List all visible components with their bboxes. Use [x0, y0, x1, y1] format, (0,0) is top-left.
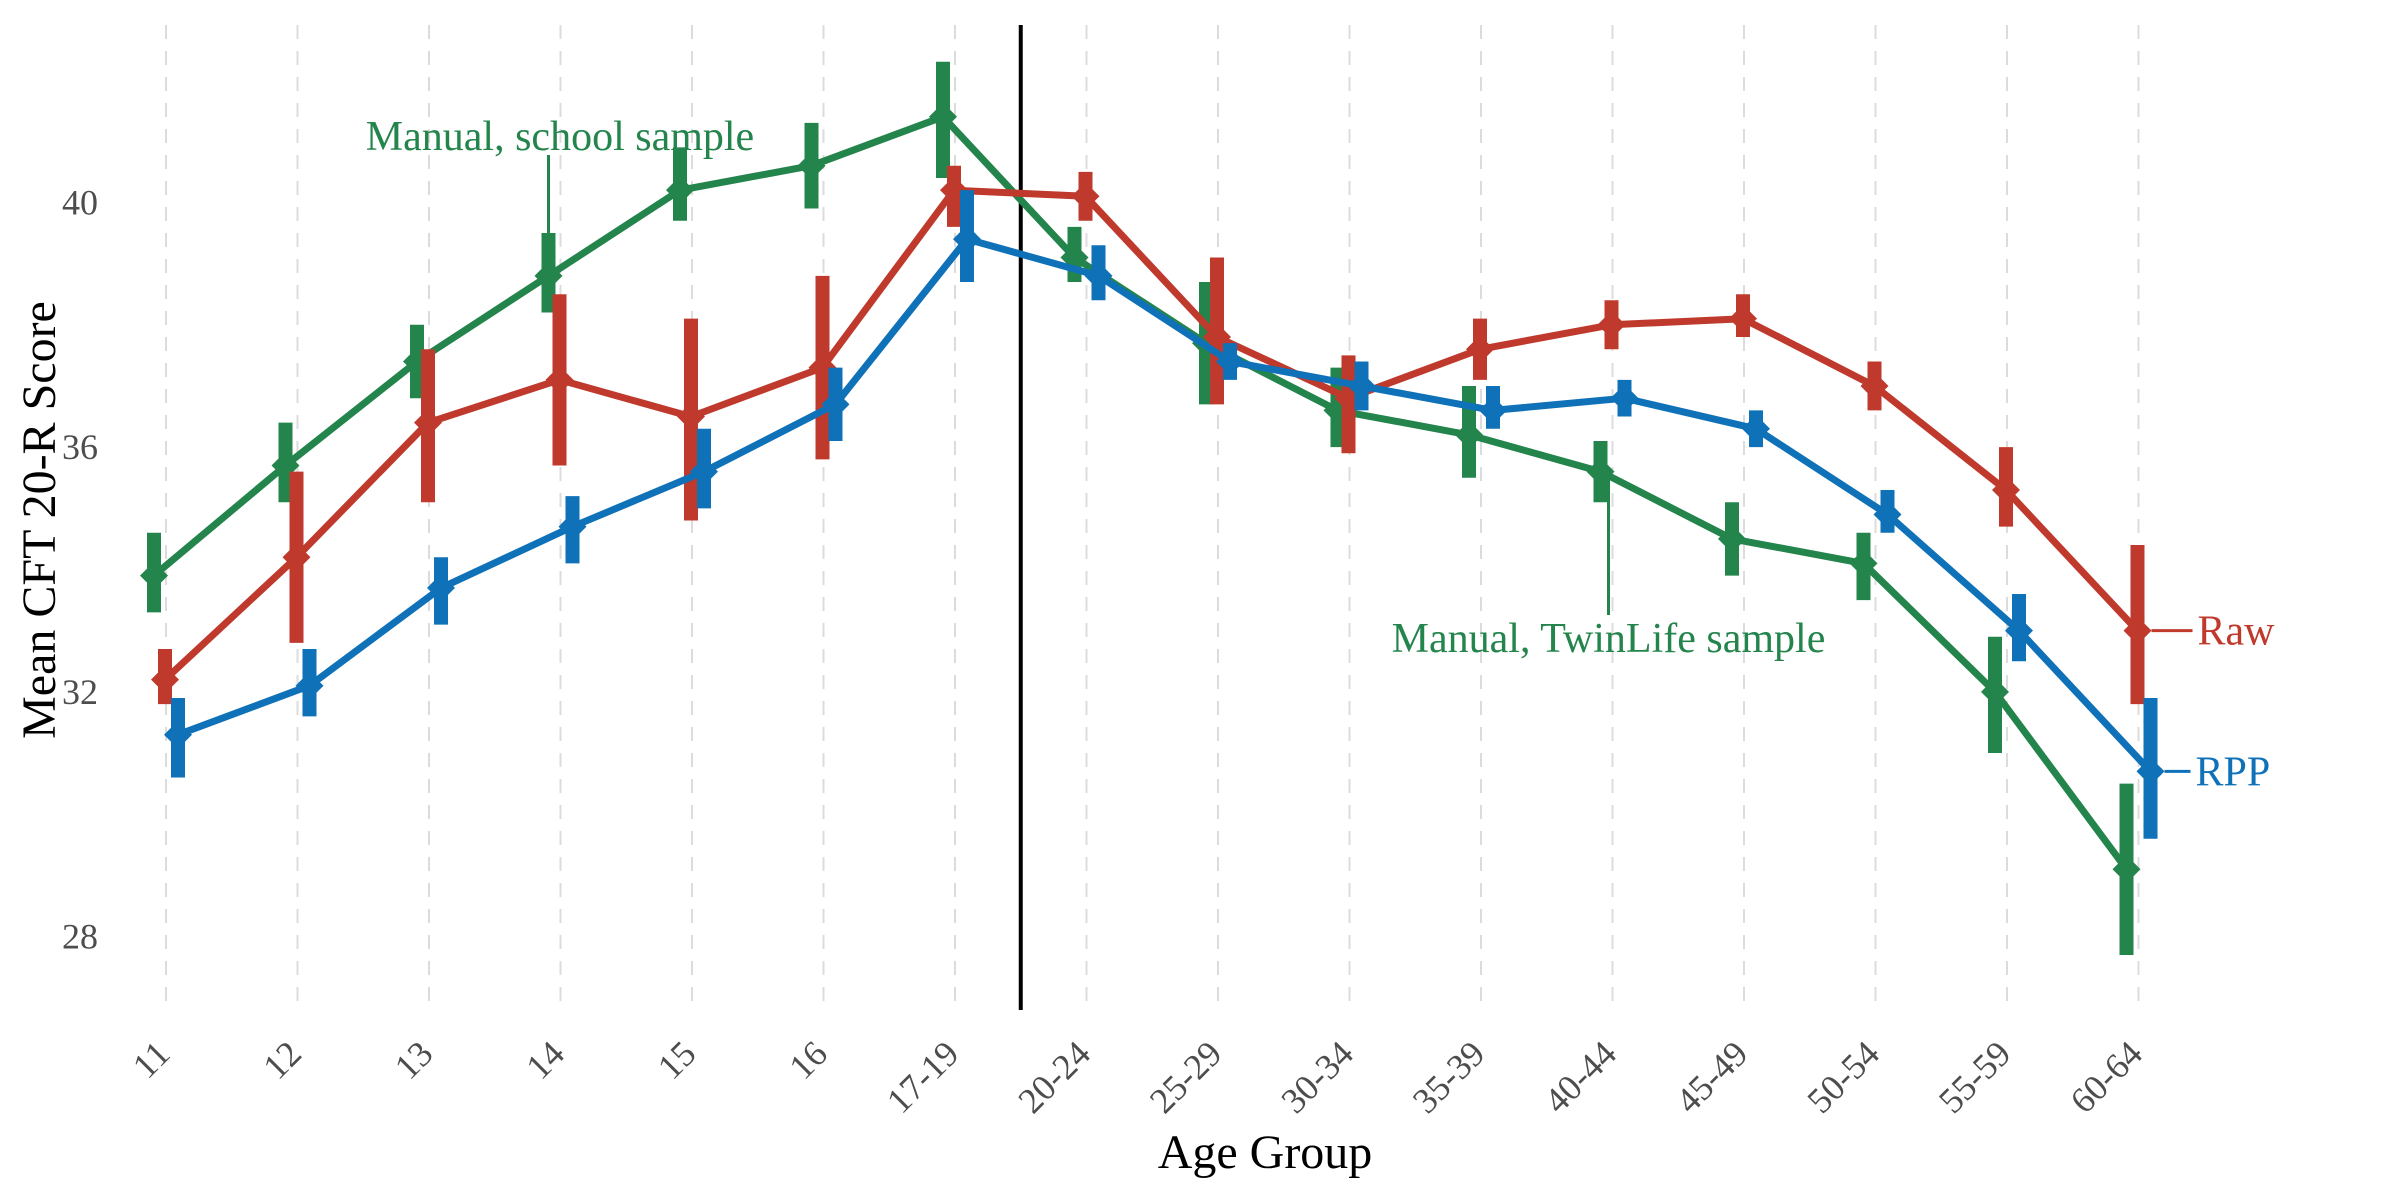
data-point	[1466, 335, 1494, 364]
x-tick-label: 25-29	[1142, 1033, 1230, 1121]
y-axis-title: Mean CFT 20-R Score	[13, 301, 66, 739]
data-point	[1347, 371, 1376, 400]
data-point	[2112, 855, 2141, 884]
data-point	[164, 720, 192, 749]
series-layer	[140, 61, 2165, 955]
data-point	[2123, 616, 2152, 645]
data-point	[558, 512, 587, 541]
x-tick-label: 60-64	[2062, 1033, 2150, 1121]
x-tick-label: 13	[387, 1033, 441, 1087]
data-point	[282, 543, 311, 572]
annotation-school-sample: Manual, school sample	[366, 114, 754, 160]
data-point	[1849, 549, 1878, 578]
data-point	[2005, 616, 2033, 645]
data-point	[1981, 677, 2009, 706]
series-label-rpp: RPP	[2196, 749, 2271, 795]
y-tick-label: 28	[62, 917, 98, 957]
data-point	[666, 176, 694, 205]
x-tick-label: 17-19	[879, 1033, 967, 1121]
data-point	[677, 402, 705, 431]
data-point	[1597, 310, 1626, 339]
data-point	[1860, 371, 1889, 400]
y-tick-label: 40	[62, 182, 98, 222]
data-point	[1479, 396, 1507, 425]
data-point	[1071, 182, 1100, 211]
y-tick-label: 36	[62, 427, 98, 467]
x-tick-label: 45-49	[1668, 1033, 1756, 1121]
x-ticks: 11 12 13 14 15 16 17-19 20-24 25-29 30-34 35-39 40-…	[125, 1033, 2150, 1121]
x-tick-label: 14	[518, 1033, 572, 1087]
x-tick-label: 55-59	[1931, 1033, 2019, 1121]
series-label-raw: Raw	[2198, 609, 2276, 655]
data-point	[1455, 420, 1483, 449]
annotations: Manual, school sample Manual, TwinLife s…	[366, 114, 2275, 795]
x-axis-title: Age Group	[1158, 1126, 1373, 1179]
data-point	[414, 408, 442, 437]
data-point	[1586, 457, 1615, 486]
annotation-twinlife-sample: Manual, TwinLife sample	[1392, 616, 1826, 662]
data-point	[1729, 304, 1757, 333]
data-point	[151, 665, 179, 694]
data-point	[295, 671, 324, 700]
x-tick-label: 11	[125, 1033, 178, 1086]
data-point	[1742, 414, 1770, 443]
data-point	[427, 573, 455, 602]
x-tick-label: 16	[781, 1033, 835, 1087]
data-point	[1610, 384, 1639, 413]
x-tick-label: 50-54	[1799, 1033, 1887, 1121]
data-point	[690, 457, 718, 486]
data-point	[1992, 475, 2020, 504]
data-point	[2136, 757, 2165, 786]
x-tick-label: 40-44	[1536, 1033, 1624, 1121]
series-raw-line	[161, 186, 2141, 684]
data-point	[1216, 347, 1244, 376]
x-tick-label: 12	[255, 1033, 309, 1087]
y-ticks: 28 32 36 40	[62, 182, 98, 956]
series-raw	[151, 165, 2152, 705]
series-manual-connector	[939, 113, 1078, 261]
data-point	[1084, 261, 1113, 290]
y-tick-label: 32	[62, 672, 98, 712]
data-point	[1873, 500, 1902, 529]
data-point	[953, 225, 981, 254]
x-tick-label: 15	[650, 1033, 704, 1087]
data-point	[140, 561, 168, 590]
x-tick-label: 30-34	[1273, 1033, 1361, 1121]
series-rpp-line	[174, 235, 2154, 775]
x-tick-label: 35-39	[1405, 1033, 1493, 1121]
data-point	[545, 365, 574, 394]
data-point	[821, 390, 850, 419]
series-rpp	[164, 190, 2165, 839]
data-point	[1718, 524, 1746, 553]
data-point	[797, 151, 826, 180]
x-tick-label: 20-24	[1010, 1033, 1098, 1121]
gridlines	[165, 25, 2140, 1010]
